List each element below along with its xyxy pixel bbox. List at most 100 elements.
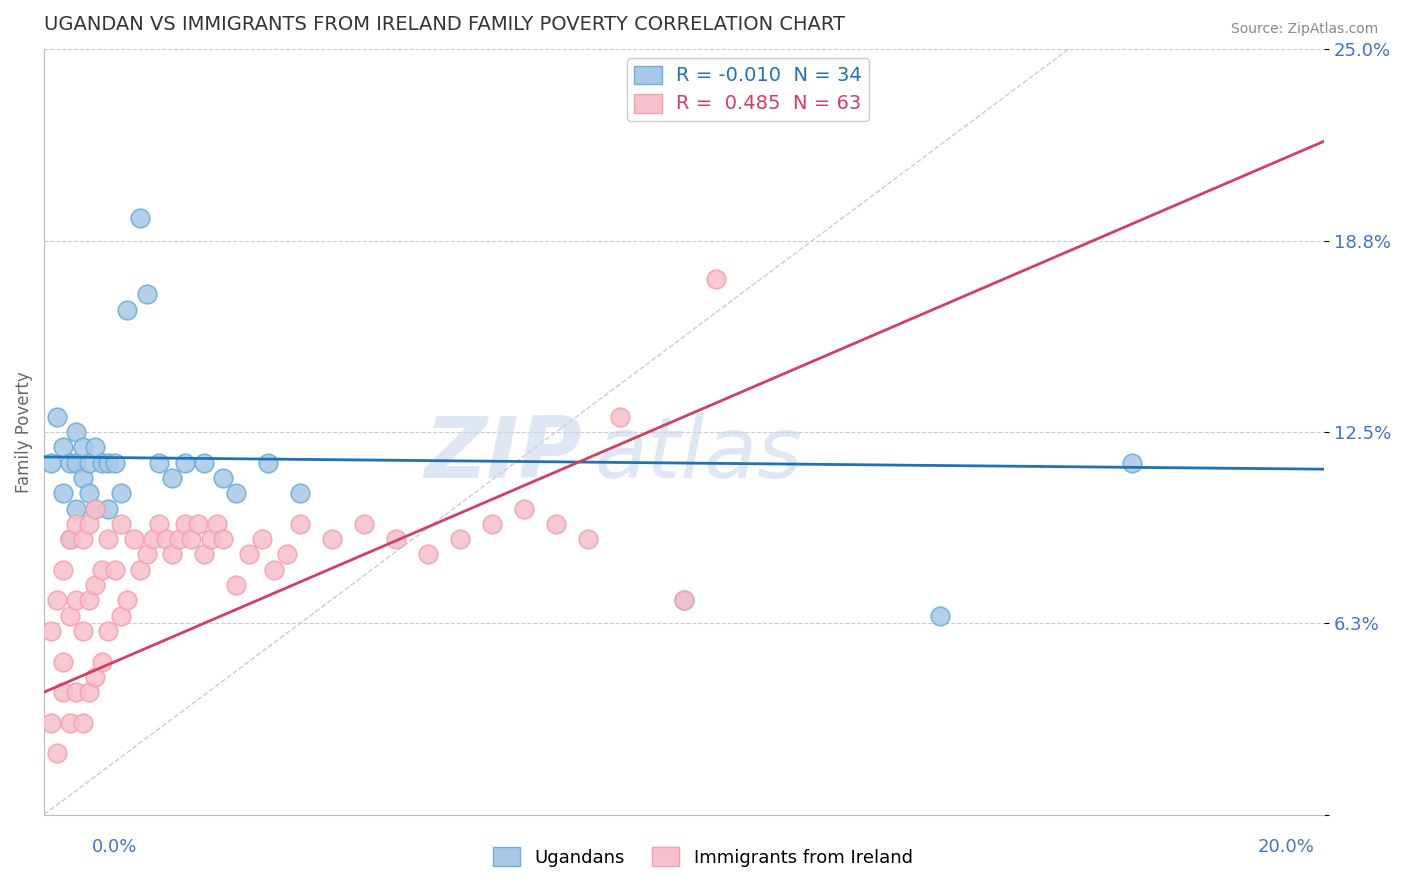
Point (39, 624, 62, 638)
Point (205, 516, 228, 531)
Point (72, 532, 94, 546)
Point (135, 287, 157, 301)
Point (449, 532, 471, 546)
Point (65, 685, 87, 699)
Point (321, 532, 343, 546)
Point (257, 456, 280, 470)
Point (167, 532, 190, 546)
Point (65, 516, 87, 531)
Point (148, 456, 170, 470)
Point (103, 456, 125, 470)
Point (110, 608, 132, 623)
Point (238, 548, 260, 562)
Point (77, 593, 100, 607)
Point (546, 516, 568, 531)
Point (155, 532, 177, 546)
Point (673, 593, 696, 607)
Point (52, 685, 75, 699)
Point (576, 532, 599, 546)
Point (45, 747, 67, 761)
Point (160, 548, 183, 562)
Point (135, 548, 157, 562)
Point (65, 593, 87, 607)
Point (52, 563, 75, 577)
Point (84, 501, 107, 516)
Text: UGANDAN VS IMMIGRANTS FROM IRELAND FAMILY POVERTY CORRELATION CHART: UGANDAN VS IMMIGRANTS FROM IRELAND FAMIL… (44, 15, 845, 34)
Point (187, 516, 209, 531)
Point (225, 486, 247, 500)
Point (72, 624, 94, 638)
Point (45, 593, 67, 607)
Point (97, 456, 120, 470)
Point (90, 655, 112, 669)
Point (673, 593, 696, 607)
Point (263, 563, 285, 577)
Point (225, 578, 247, 592)
Point (122, 532, 145, 546)
Point (250, 532, 273, 546)
Point (84, 440, 107, 454)
Point (129, 211, 152, 225)
Point (174, 456, 197, 470)
Point (481, 516, 503, 531)
Point (174, 516, 197, 531)
Point (193, 456, 215, 470)
Point (52, 486, 75, 500)
Y-axis label: Family Poverty: Family Poverty (15, 371, 32, 493)
Point (1121, 456, 1143, 470)
Point (77, 685, 100, 699)
Point (117, 593, 139, 607)
Point (39, 456, 62, 470)
Point (117, 302, 139, 317)
Point (59, 532, 82, 546)
Point (416, 548, 439, 562)
Point (212, 471, 235, 485)
Point (97, 501, 120, 516)
Point (45, 409, 67, 424)
Point (97, 624, 120, 638)
Point (929, 608, 952, 623)
Point (65, 425, 87, 439)
Point (97, 532, 120, 546)
Legend: Ugandans, Immigrants from Ireland: Ugandans, Immigrants from Ireland (486, 840, 920, 874)
Point (288, 486, 311, 500)
Point (84, 578, 107, 592)
Point (84, 670, 107, 684)
Point (84, 501, 107, 516)
Text: atlas: atlas (595, 414, 803, 497)
Point (704, 272, 727, 286)
Text: Source: ZipAtlas.com: Source: ZipAtlas.com (1230, 22, 1378, 37)
Point (59, 608, 82, 623)
Point (200, 532, 222, 546)
Point (52, 440, 75, 454)
Point (77, 516, 100, 531)
Point (90, 456, 112, 470)
Point (148, 516, 170, 531)
Point (65, 456, 87, 470)
Point (110, 516, 132, 531)
Point (142, 532, 165, 546)
Point (180, 532, 202, 546)
Legend: R = -0.010  N = 34, R =  0.485  N = 63: R = -0.010 N = 34, R = 0.485 N = 63 (627, 59, 869, 120)
Point (513, 501, 536, 516)
Text: 0.0%: 0.0% (91, 838, 136, 856)
Text: ZIP: ZIP (425, 414, 582, 497)
Point (72, 440, 94, 454)
Point (77, 486, 100, 500)
Point (160, 471, 183, 485)
Point (193, 548, 215, 562)
Point (39, 715, 62, 730)
Point (77, 456, 100, 470)
Point (103, 563, 125, 577)
Point (276, 548, 298, 562)
Point (59, 532, 82, 546)
Point (212, 532, 235, 546)
Text: 20.0%: 20.0% (1258, 838, 1315, 856)
Point (59, 456, 82, 470)
Point (72, 471, 94, 485)
Point (65, 501, 87, 516)
Point (609, 409, 631, 424)
Point (59, 715, 82, 730)
Point (353, 516, 375, 531)
Point (52, 655, 75, 669)
